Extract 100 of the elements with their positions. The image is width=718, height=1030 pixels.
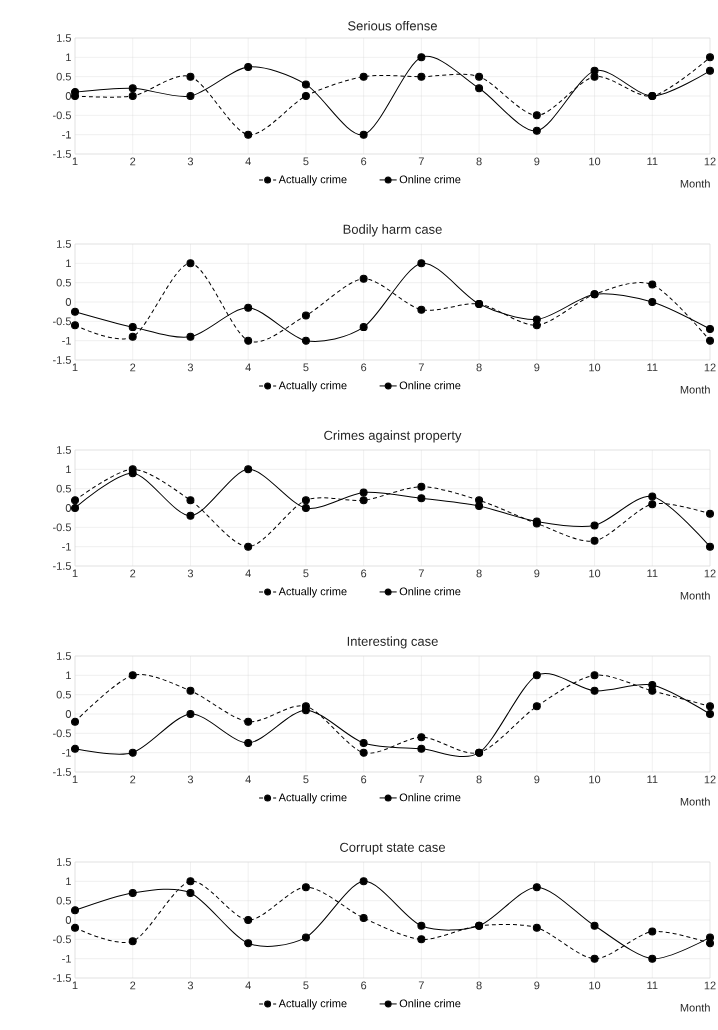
y-tick-label: 0 bbox=[65, 92, 72, 100]
y-tick-label: 0.5 bbox=[56, 896, 71, 905]
x-tick-label: 2 bbox=[130, 157, 136, 166]
x-tick-label: 9 bbox=[534, 981, 540, 990]
y-tick-label: -1 bbox=[62, 542, 71, 551]
x-tick-label: 9 bbox=[534, 775, 540, 784]
y-tick-label: 1 bbox=[66, 671, 71, 680]
x-tick-label: 12 bbox=[704, 363, 716, 372]
x-tick-label: 4 bbox=[245, 363, 251, 372]
x-axis-title: Month bbox=[680, 179, 710, 188]
y-tick-label: 1 bbox=[66, 259, 71, 268]
y-tick-label: 0.5 bbox=[56, 278, 71, 287]
chart-title: Serious offense bbox=[348, 20, 437, 31]
x-tick-label: 2 bbox=[130, 775, 136, 784]
y-tick-label: 1.5 bbox=[57, 652, 71, 660]
x-tick-label: 8 bbox=[476, 363, 482, 372]
chart-title: Crimes against property bbox=[324, 430, 462, 443]
x-tick-label: 8 bbox=[476, 981, 482, 990]
x-tick-label: 3 bbox=[187, 775, 194, 784]
x-tick-label: 11 bbox=[647, 775, 658, 784]
chart-title: Interesting case bbox=[347, 636, 438, 649]
x-tick-label: 4 bbox=[245, 981, 251, 990]
x-tick-label: 9 bbox=[534, 157, 540, 166]
y-tick-label: 0 bbox=[65, 298, 72, 306]
y-tick-label: 0.5 bbox=[56, 690, 71, 699]
x-tick-label: 11 bbox=[647, 569, 658, 578]
x-tick-label: 12 bbox=[704, 775, 716, 784]
x-tick-label: 3 bbox=[187, 363, 194, 372]
y-tick-label: 1.5 bbox=[57, 240, 71, 248]
legend-label: Online crime bbox=[399, 999, 461, 1008]
x-tick-label: 6 bbox=[361, 569, 367, 578]
chart-title: Bodily harm case bbox=[343, 224, 442, 237]
legend-label: Actually crime bbox=[278, 587, 347, 598]
x-tick-label: 8 bbox=[476, 569, 482, 578]
legend-label: Actually crime bbox=[278, 381, 347, 392]
x-tick-label: 12 bbox=[704, 569, 716, 578]
x-tick-label: 6 bbox=[361, 363, 367, 372]
legend-label: Online crime bbox=[399, 793, 461, 802]
y-tick-label: 1 bbox=[66, 53, 71, 62]
x-tick-label: 8 bbox=[476, 775, 482, 784]
x-tick-label: 2 bbox=[130, 981, 136, 990]
x-tick-label: 3 bbox=[187, 569, 194, 578]
y-tick-label: -0.5 bbox=[53, 523, 71, 532]
legend-label: Online crime bbox=[399, 587, 461, 596]
y-tick-label: 0 bbox=[65, 710, 72, 718]
legend-label: Actually crime bbox=[278, 793, 347, 804]
x-tick-label: 10 bbox=[589, 157, 601, 166]
x-tick-label: 7 bbox=[418, 775, 424, 784]
x-tick-label: 10 bbox=[589, 363, 601, 372]
x-axis-title: Month bbox=[680, 1003, 710, 1012]
y-tick-label: -1 bbox=[62, 954, 71, 963]
x-tick-label: 1 bbox=[72, 363, 78, 372]
x-tick-label: 5 bbox=[303, 569, 309, 578]
x-tick-label: 7 bbox=[418, 157, 424, 166]
x-tick-label: 5 bbox=[303, 981, 309, 990]
x-axis-title: Month bbox=[680, 385, 710, 394]
y-tick-label: -0.5 bbox=[53, 317, 71, 326]
x-axis-title: Month bbox=[680, 591, 710, 600]
y-tick-label: 1 bbox=[66, 465, 71, 474]
x-tick-label: 6 bbox=[361, 157, 367, 166]
y-tick-label: -0.5 bbox=[53, 111, 71, 120]
x-tick-label: 10 bbox=[589, 569, 601, 578]
x-tick-label: 11 bbox=[647, 981, 658, 990]
x-tick-label: 5 bbox=[303, 775, 309, 784]
x-tick-label: 12 bbox=[704, 981, 716, 990]
x-tick-label: 2 bbox=[130, 363, 136, 372]
x-tick-label: 3 bbox=[187, 981, 194, 990]
x-tick-label: 4 bbox=[245, 569, 251, 578]
x-axis-title: Month bbox=[680, 797, 710, 806]
x-tick-label: 3 bbox=[187, 157, 194, 166]
y-tick-label: -1 bbox=[62, 130, 71, 139]
x-tick-label: 6 bbox=[361, 981, 367, 990]
y-tick-label: -1.5 bbox=[53, 356, 71, 364]
y-tick-label: 0.5 bbox=[56, 72, 71, 81]
x-tick-label: 2 bbox=[130, 569, 136, 578]
x-tick-label: 1 bbox=[72, 157, 78, 166]
x-tick-label: 4 bbox=[245, 775, 251, 784]
x-tick-label: 1 bbox=[72, 981, 78, 990]
x-tick-label: 5 bbox=[303, 157, 309, 166]
legend-label: Online crime bbox=[399, 381, 461, 390]
legend-label: Actually crime bbox=[278, 999, 347, 1010]
x-tick-label: 9 bbox=[534, 569, 540, 578]
x-tick-label: 11 bbox=[647, 157, 658, 166]
y-tick-label: 0 bbox=[65, 916, 72, 924]
legend-label: Actually crime bbox=[278, 175, 347, 186]
x-tick-label: 5 bbox=[303, 363, 309, 372]
x-tick-label: 4 bbox=[245, 157, 251, 166]
x-tick-label: 1 bbox=[72, 569, 78, 578]
x-tick-label: 11 bbox=[647, 363, 658, 372]
chart-title: Corrupt state case bbox=[340, 842, 446, 855]
y-tick-label: -1.5 bbox=[53, 974, 71, 982]
x-tick-label: 7 bbox=[418, 569, 424, 578]
x-tick-label: 7 bbox=[418, 363, 424, 372]
y-tick-label: -1.5 bbox=[53, 768, 71, 776]
x-tick-label: 6 bbox=[361, 775, 367, 784]
y-tick-label: -0.5 bbox=[53, 935, 71, 944]
x-tick-label: 7 bbox=[418, 981, 424, 990]
y-tick-label: 0.5 bbox=[56, 484, 71, 493]
y-tick-label: 1.5 bbox=[57, 858, 71, 866]
x-tick-label: 10 bbox=[589, 981, 601, 990]
